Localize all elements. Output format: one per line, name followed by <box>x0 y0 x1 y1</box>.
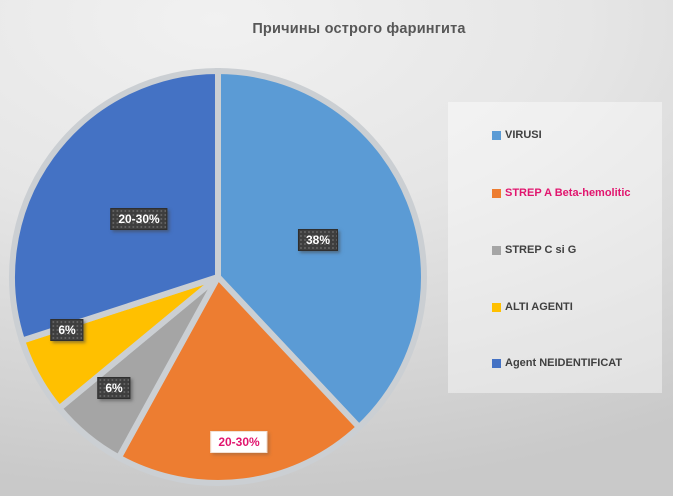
legend-item-label: STREP C si G <box>505 244 577 256</box>
pie-slice-agent-neidentificat[interactable] <box>9 67 221 345</box>
data-label-strep-c-g: 6% <box>97 377 131 399</box>
data-label-strep-a: 20-30% <box>210 431 268 453</box>
data-label-alti-agenti: 6% <box>50 319 84 341</box>
legend-item-label: Agent NEIDENTIFICAT <box>505 357 623 369</box>
legend-item-strep-a[interactable]: STREP A Beta-hemolitic <box>492 186 631 200</box>
chart-title: Причины острого фарингита <box>252 21 466 37</box>
legend-item-strep-c-g[interactable]: STREP C si G <box>492 243 576 257</box>
data-label-neidentificat: 20-30% <box>110 208 168 230</box>
legend-item-label: ALTI AGENTI <box>505 301 573 313</box>
legend-swatch-icon <box>492 188 501 198</box>
legend: VIRUSI STREP A Beta-hemolitic STREP C si… <box>448 102 662 393</box>
legend-swatch-icon <box>492 302 501 312</box>
data-label-virusi: 38% <box>297 229 339 251</box>
legend-swatch-icon <box>492 358 501 368</box>
legend-item-label: STREP A Beta-hemolitic <box>505 187 631 199</box>
legend-item-virusi[interactable]: VIRUSI <box>492 128 542 142</box>
legend-item-neidentificat[interactable]: Agent NEIDENTIFICAT <box>492 356 622 370</box>
legend-swatch-icon <box>492 245 501 255</box>
legend-item-label: VIRUSI <box>505 129 542 141</box>
legend-item-alti-agenti[interactable]: ALTI AGENTI <box>492 300 573 314</box>
pie-slice-strep-a-beta-hemolitic[interactable] <box>114 271 364 486</box>
legend-swatch-icon <box>492 130 501 140</box>
